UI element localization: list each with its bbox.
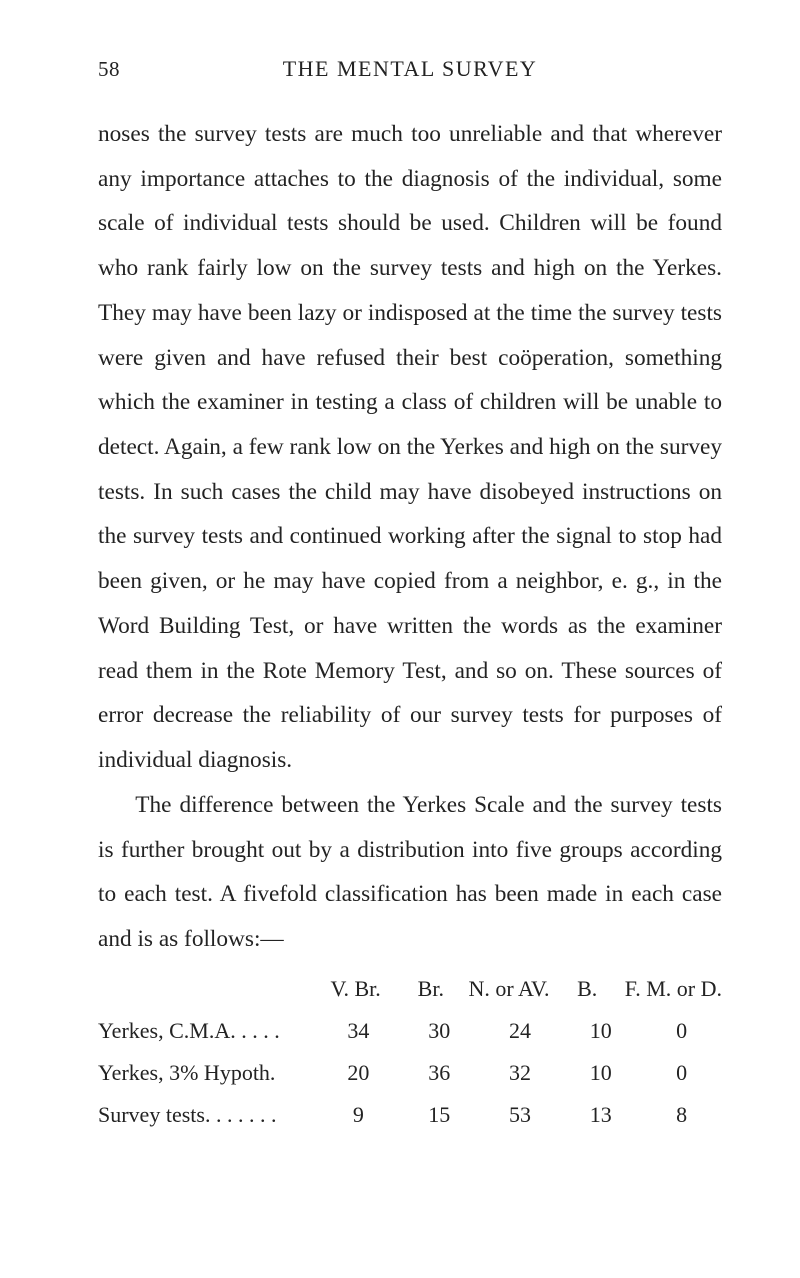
- table-cell: 9: [318, 1094, 399, 1136]
- table-cell: 24: [480, 1010, 561, 1052]
- table-row-label: Yerkes, 3% Hypoth.: [98, 1052, 318, 1094]
- table-row-label: Survey tests. . . . . . .: [98, 1094, 318, 1136]
- running-title: THE MENTAL SURVEY: [98, 56, 722, 82]
- table-row: Survey tests. . . . . . . 9 15 53 13 8: [98, 1094, 722, 1136]
- paragraph-1: noses the survey tests are much too unre…: [98, 112, 722, 783]
- table-cell: 13: [560, 1094, 641, 1136]
- table-header-vbr: V. Br.: [318, 968, 393, 1010]
- table-cell: 10: [560, 1052, 641, 1094]
- table-cell: 34: [318, 1010, 399, 1052]
- table-header-blank: [98, 968, 318, 1010]
- table-header-norav: N. or AV.: [468, 968, 549, 1010]
- page: 58 THE MENTAL SURVEY noses the survey te…: [0, 0, 800, 1278]
- table-header-row: V. Br. Br. N. or AV. B. F. M. or D.: [98, 968, 722, 1010]
- table-cell: 0: [641, 1010, 722, 1052]
- table-cell: 0: [641, 1052, 722, 1094]
- table-header-b: B.: [550, 968, 625, 1010]
- table-cell: 32: [480, 1052, 561, 1094]
- table-cell: 20: [318, 1052, 399, 1094]
- classification-table: V. Br. Br. N. or AV. B. F. M. or D. Yerk…: [98, 968, 722, 1137]
- table-cell: 10: [560, 1010, 641, 1052]
- table-cell: 36: [399, 1052, 480, 1094]
- table-header-br: Br.: [393, 968, 468, 1010]
- table-cell: 8: [641, 1094, 722, 1136]
- table-row-label: Yerkes, C.M.A. . . . .: [98, 1010, 318, 1052]
- table-header-fmord: F. M. or D.: [625, 968, 722, 1010]
- table-cell: 15: [399, 1094, 480, 1136]
- table-row: Yerkes, C.M.A. . . . . 34 30 24 10 0: [98, 1010, 722, 1052]
- table-cell: 30: [399, 1010, 480, 1052]
- table-cell: 53: [480, 1094, 561, 1136]
- body-text: noses the survey tests are much too unre…: [98, 112, 722, 1137]
- page-header: 58 THE MENTAL SURVEY: [98, 56, 722, 82]
- paragraph-2: The difference between the Yerkes Scale …: [98, 783, 722, 962]
- table-row: Yerkes, 3% Hypoth. 20 36 32 10 0: [98, 1052, 722, 1094]
